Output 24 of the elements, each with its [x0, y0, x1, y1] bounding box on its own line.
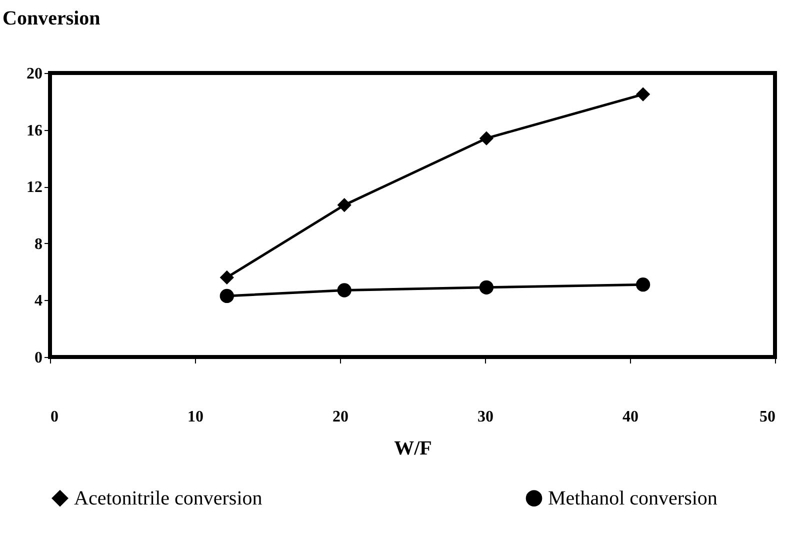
x-tick-label: 50 — [760, 408, 776, 426]
point — [479, 280, 494, 294]
point — [220, 270, 234, 285]
x-tick-label: 30 — [478, 408, 494, 426]
y-tick-label: 4 — [34, 292, 42, 310]
point — [337, 283, 352, 298]
point — [479, 131, 494, 146]
x-tick-label: 0 — [50, 408, 58, 426]
point — [636, 278, 650, 292]
y-tick-label: 8 — [34, 236, 42, 253]
point — [220, 288, 234, 303]
x-tick-label: 20 — [332, 408, 348, 426]
x-tick-label: 10 — [188, 408, 204, 426]
y-tick-label: 20 — [26, 66, 42, 82]
y-tick-label: 12 — [26, 179, 42, 196]
x-tick-label: 40 — [622, 408, 638, 426]
x-axis-title: W/F — [394, 438, 432, 460]
point — [337, 198, 352, 212]
y-axis-title: Conversion — [2, 8, 100, 30]
point — [636, 87, 650, 102]
y-tick-label: 0 — [34, 350, 42, 366]
y-tick-label: 16 — [26, 122, 42, 140]
legend-label: Methanol conversion — [548, 487, 718, 510]
legend-label: Acetonitrile conversion — [74, 487, 262, 510]
